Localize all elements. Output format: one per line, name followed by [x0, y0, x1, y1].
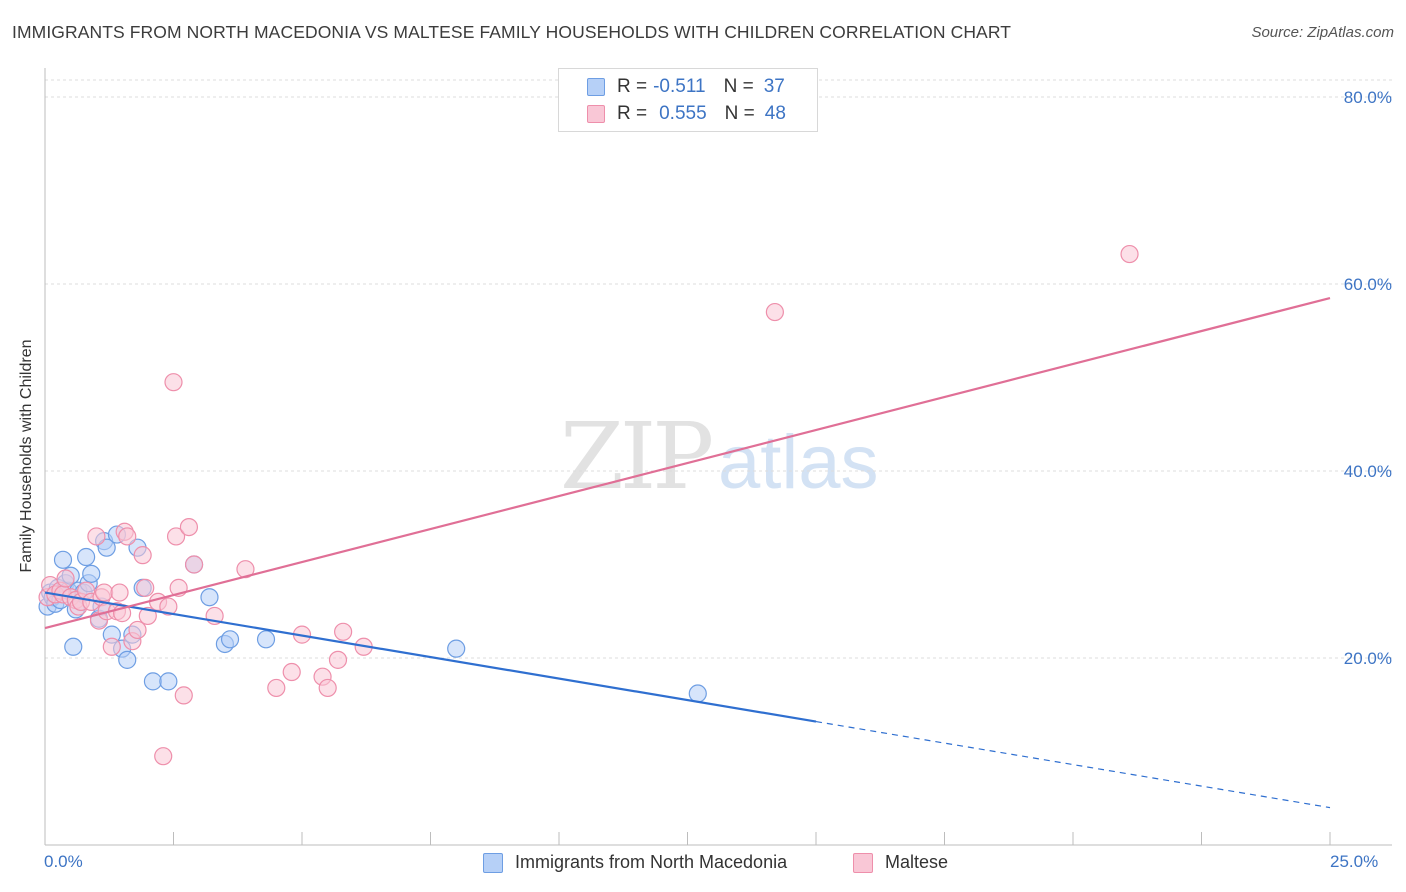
y-tick-label: 40.0% — [1344, 462, 1392, 481]
macedonia-point — [200, 588, 219, 607]
macedonia-point — [82, 564, 101, 583]
chart-title: IMMIGRANTS FROM NORTH MACEDONIA VS MALTE… — [12, 22, 1012, 42]
maltese-point — [133, 546, 152, 565]
macedonia-point — [688, 684, 707, 703]
macedonia-point — [53, 550, 73, 569]
maltese-point — [154, 747, 173, 766]
watermark-atlas: atlas — [718, 420, 879, 505]
n-label: N = — [723, 76, 754, 97]
macedonia-legend-swatch — [483, 852, 503, 873]
maltese-point — [334, 622, 353, 641]
r-label: R = — [617, 76, 648, 97]
y-tick-label: 20.0% — [1344, 649, 1392, 668]
legend-label-macedonia: Immigrants from North Macedonia — [515, 852, 788, 872]
maltese-point — [267, 678, 286, 698]
maltese-swatch — [587, 105, 605, 123]
maltese-point — [174, 686, 193, 705]
legend-item-macedonia[interactable]: Immigrants from North Macedonia — [483, 852, 787, 873]
maltese-trend — [44, 296, 1331, 630]
n-label: N = — [724, 103, 755, 124]
maltese-point — [164, 373, 183, 392]
watermark-zip: ZIP — [560, 403, 711, 510]
source-label: Source: ZipAtlas.com — [1251, 24, 1394, 41]
macedonia-point — [97, 538, 116, 557]
maltese-point — [56, 569, 75, 588]
axes — [44, 68, 1392, 846]
y-axis-label: Family Households with Children — [18, 339, 35, 573]
maltese-point — [110, 583, 129, 602]
data-points — [38, 244, 1139, 766]
maltese-point — [282, 662, 301, 682]
maltese-point — [118, 527, 137, 546]
maltese-point — [87, 527, 106, 546]
maltese-legend-swatch — [853, 852, 873, 873]
macedonia-trend-dashed — [815, 720, 1331, 809]
x-tick-label-max: 25.0% — [1330, 852, 1379, 871]
maltese-point — [102, 637, 121, 656]
stats-row-macedonia: R = -0.511 N = 37 — [559, 74, 785, 100]
macedonia-point — [118, 650, 137, 669]
macedonia-point — [64, 637, 83, 656]
stats-row-maltese: R = 0.555 N = 48 — [559, 101, 786, 127]
series-legend: Immigrants from North Macedonia Maltese — [0, 852, 1406, 878]
maltese-point — [184, 555, 204, 574]
stats-legend: R = -0.511 N = 37 R = 0.555 N = 48 — [558, 68, 818, 132]
macedonia-point — [256, 630, 276, 649]
macedonia-trend-solid — [44, 591, 817, 723]
trend-lines — [44, 296, 1331, 809]
watermark: ZIP atlas — [560, 403, 879, 510]
maltese-point — [138, 606, 157, 626]
macedonia-swatch — [587, 78, 605, 96]
legend-label-maltese: Maltese — [885, 852, 949, 872]
maltese-point — [179, 517, 199, 537]
macedonia-point — [220, 630, 240, 649]
maltese-point — [328, 650, 348, 669]
legend-item-maltese[interactable]: Maltese — [853, 852, 948, 873]
n-value: 37 — [763, 76, 785, 97]
macedonia-point — [159, 672, 178, 691]
maltese-point — [1120, 244, 1139, 264]
maltese-point — [159, 597, 178, 616]
maltese-point — [136, 578, 155, 597]
maltese-point — [95, 583, 114, 602]
n-value: 48 — [764, 103, 786, 124]
maltese-point — [166, 527, 186, 546]
y-tick-label: 60.0% — [1344, 275, 1392, 294]
maltese-point — [128, 620, 147, 640]
macedonia-point — [447, 639, 466, 658]
x-tick-label-min: 0.0% — [44, 852, 83, 871]
maltese-point — [765, 302, 784, 322]
r-value: -0.511 — [653, 76, 706, 97]
maltese-point — [318, 678, 337, 698]
r-label: R = — [617, 103, 648, 124]
macedonia-point — [143, 672, 163, 691]
r-value: 0.555 — [659, 103, 707, 124]
y-tick-label: 80.0% — [1344, 88, 1392, 107]
macedonia-point — [77, 547, 96, 567]
y-tick-labels: 20.0% 40.0% 60.0% 80.0% — [1344, 88, 1392, 668]
